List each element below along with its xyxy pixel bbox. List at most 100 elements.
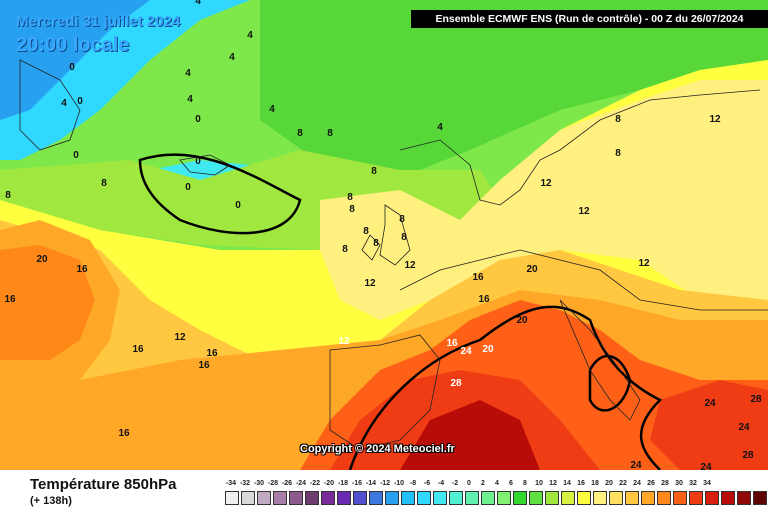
scale-label: 34 bbox=[703, 480, 711, 487]
isotherm-value-label: 0 bbox=[73, 150, 79, 161]
scale-swatch bbox=[545, 491, 559, 505]
isotherm-value-label: 16 bbox=[446, 338, 458, 349]
isotherm-value-label: 4 bbox=[229, 52, 235, 63]
scale-label: -6 bbox=[423, 480, 431, 487]
isotherm-value-label: 28 bbox=[742, 450, 754, 461]
scale-label: 28 bbox=[661, 480, 669, 487]
scale-swatch bbox=[689, 491, 703, 505]
isotherm-value-label: 4 bbox=[247, 30, 253, 41]
isotherm-value-label: 16 bbox=[472, 272, 484, 283]
scale-label: 6 bbox=[509, 480, 513, 487]
scale-label: -20 bbox=[323, 480, 335, 487]
scale-label: -4 bbox=[437, 480, 445, 487]
scale-label: 24 bbox=[633, 480, 641, 487]
coastline-scandinavia bbox=[399, 89, 761, 206]
isotherm-value-label: 12 bbox=[709, 114, 721, 125]
isotherm-value-label: 8 bbox=[371, 166, 377, 177]
isotherm-value-label: 12 bbox=[174, 332, 186, 343]
scale-label: -10 bbox=[393, 480, 405, 487]
isotherm-value-label: 4 bbox=[269, 104, 275, 115]
isotherm-value-label: 0 bbox=[195, 156, 201, 167]
scale-label: -16 bbox=[351, 480, 363, 487]
scale-swatch bbox=[593, 491, 607, 505]
scale-label: -22 bbox=[309, 480, 321, 487]
scale-swatch bbox=[273, 491, 287, 505]
isotherm-value-label: 8 bbox=[5, 190, 11, 201]
scale-swatch bbox=[289, 491, 303, 505]
isotherm-value-label: 24 bbox=[704, 398, 716, 409]
scale-swatch bbox=[257, 491, 271, 505]
color-scale bbox=[225, 491, 768, 505]
isotherm-value-label: 12 bbox=[578, 206, 590, 217]
date-label: Mercredi 31 juillet 2024 bbox=[16, 13, 181, 30]
isotherm-value-label: 8 bbox=[615, 148, 621, 159]
coastline-iberia bbox=[329, 334, 441, 451]
isotherm-24 bbox=[348, 305, 663, 470]
scale-label: 16 bbox=[577, 480, 585, 487]
scale-swatch bbox=[561, 491, 575, 505]
isotherm-value-label: 12 bbox=[338, 336, 350, 347]
scale-label: -12 bbox=[379, 480, 391, 487]
scale-label: 22 bbox=[619, 480, 627, 487]
isotherm-value-label: 20 bbox=[482, 344, 494, 355]
isotherm-24-italy bbox=[588, 354, 632, 412]
isotherm-value-label: 12 bbox=[638, 258, 650, 269]
coastline-ireland bbox=[361, 234, 381, 261]
scale-swatch bbox=[737, 491, 751, 505]
isotherm-value-label: 16 bbox=[478, 294, 490, 305]
zone-north-green bbox=[260, 0, 768, 170]
isotherm-value-label: 0 bbox=[77, 96, 83, 107]
scale-label: 8 bbox=[523, 480, 527, 487]
isotherm-value-label: 0 bbox=[69, 62, 75, 73]
isotherm-value-label: 16 bbox=[76, 264, 88, 275]
coastline-britain bbox=[379, 204, 411, 266]
isotherm-value-label: 8 bbox=[349, 204, 355, 215]
isotherm-value-label: 20 bbox=[36, 254, 48, 265]
model-header: Ensemble ECMWF ENS (Run de contrôle) - 0… bbox=[411, 10, 768, 28]
scale-swatch bbox=[225, 491, 239, 505]
parameter-title: Température 850hPa bbox=[30, 476, 177, 493]
isotherm-value-label: 8 bbox=[297, 128, 303, 139]
scale-label: -32 bbox=[239, 480, 251, 487]
scale-swatch bbox=[721, 491, 735, 505]
legend-bar: Température 850hPa (+ 138h) -34 -32 -30 -28… bbox=[0, 470, 768, 512]
scale-swatch bbox=[305, 491, 319, 505]
isotherm-value-label: 8 bbox=[347, 192, 353, 203]
isotherm-value-label: 8 bbox=[399, 214, 405, 225]
scale-label: -30 bbox=[253, 480, 265, 487]
zone-atlantic-warmer bbox=[0, 245, 95, 360]
scale-swatch bbox=[513, 491, 527, 505]
scale-swatch bbox=[449, 491, 463, 505]
isotherm-value-label: 4 bbox=[437, 122, 443, 133]
isotherm-value-label: 8 bbox=[615, 114, 621, 125]
isotherm-value-label: 0 bbox=[185, 182, 191, 193]
scale-label: -14 bbox=[365, 480, 377, 487]
scale-label: 20 bbox=[605, 480, 613, 487]
scale-label: 26 bbox=[647, 480, 655, 487]
scale-swatch bbox=[705, 491, 719, 505]
isotherm-value-label: 20 bbox=[526, 264, 538, 275]
scale-swatch bbox=[481, 491, 495, 505]
isotherm-value-label: 4 bbox=[187, 94, 193, 105]
scale-label: -18 bbox=[337, 480, 349, 487]
forecast-offset: (+ 138h) bbox=[30, 495, 72, 507]
scale-swatch bbox=[529, 491, 543, 505]
zone-iberia-hottest bbox=[400, 400, 540, 470]
time-label: 20:00 locale bbox=[16, 34, 130, 56]
scale-label: 2 bbox=[481, 480, 485, 487]
scale-label: -2 bbox=[451, 480, 459, 487]
isotherm-value-label: 12 bbox=[404, 260, 416, 271]
isotherm-value-label: 8 bbox=[327, 128, 333, 139]
zone-greenland-colder bbox=[0, 0, 150, 120]
isotherm-value-label: 28 bbox=[750, 394, 762, 405]
isotherm-value-label: 16 bbox=[206, 348, 218, 359]
scale-swatch bbox=[465, 491, 479, 505]
scale-label: -26 bbox=[281, 480, 293, 487]
scale-swatch bbox=[417, 491, 431, 505]
coastline-greenland bbox=[19, 59, 81, 151]
isotherm-value-label: 8 bbox=[363, 226, 369, 237]
isotherm-value-label: 12 bbox=[540, 178, 552, 189]
isotherm-value-label: 16 bbox=[198, 360, 210, 371]
